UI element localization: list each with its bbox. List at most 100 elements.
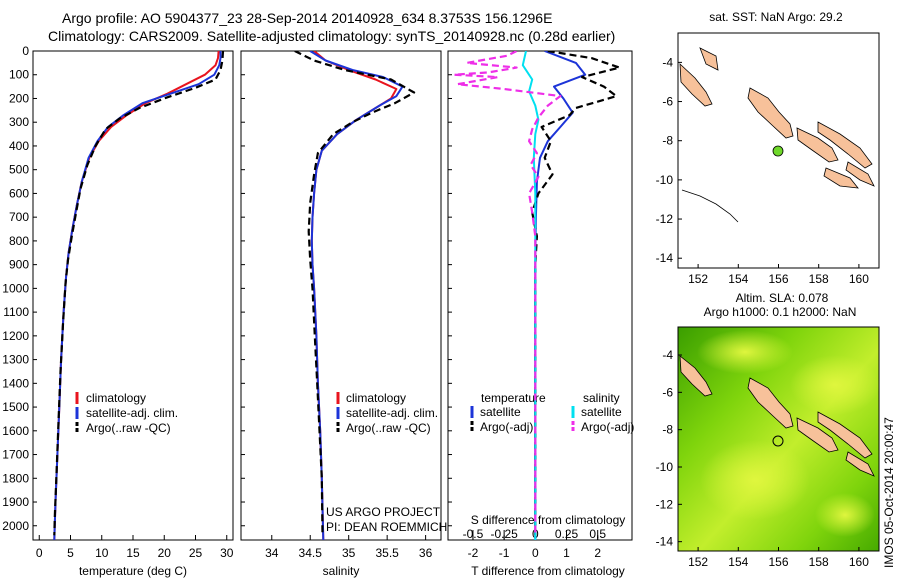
legend-label-argo: Argo(..raw -QC) (346, 421, 431, 435)
x-tick-label: 25 (189, 546, 203, 560)
panel-temperature (32, 50, 234, 541)
y-tick-label: 1900 (2, 495, 29, 509)
y-tick-label: 1500 (2, 400, 29, 414)
y-tick-label: 2000 (2, 519, 29, 533)
y-tick-label: 1300 (2, 353, 29, 367)
map-y-tick-label: -8 (662, 134, 673, 148)
x-tick-label: 35 (342, 546, 356, 560)
map-x-tick-label: 156 (768, 555, 788, 569)
y-tick-label: 800 (9, 234, 29, 248)
y-tick-label: 900 (9, 258, 29, 272)
argo-marker-sla (772, 435, 784, 447)
x-tick-label: -1 (499, 546, 510, 560)
legend-label-temp-satellite: satellite (480, 405, 521, 419)
map-sst-land-new-ireland (679, 63, 713, 107)
legend-temperature: climatology satellite-adj. clim. Argo(..… (75, 391, 178, 435)
legend-salinity: climatology satellite-adj. clim. Argo(..… (336, 391, 438, 435)
x-tick-label: 2 (594, 546, 601, 560)
series-line-argo-raw-qc- (294, 51, 416, 536)
map-sla-land-new-ireland (679, 355, 713, 397)
y-tick-label: 1000 (2, 281, 29, 295)
x-tick-label: 20 (158, 546, 172, 560)
series-group (53, 51, 225, 540)
map-sst-land-choiseul (796, 127, 839, 163)
map-sla-title-line1: Altim. SLA: 0.078 (736, 291, 829, 305)
map-x-tick-label: 158 (809, 272, 829, 286)
top-tick-label: -0.25 (490, 527, 518, 541)
y-tick-label: 200 (9, 91, 29, 105)
x-tick-label: 0 (532, 546, 539, 560)
x-tick-label: 35.5 (375, 546, 399, 560)
top-tick-label: -0.5 (463, 527, 484, 541)
footer-stamp: IMOS 05-Oct-2014 20:00:47 (882, 417, 896, 568)
legend-difference: temperature salinity satellite Argo(-adj… (470, 391, 634, 434)
map-x-tick-label: 156 (768, 272, 788, 286)
y-tick-label: 700 (9, 210, 29, 224)
series-line-satellite-adj-clim- (53, 51, 222, 540)
legend-label-sal-satellite: satellite (581, 405, 622, 419)
x-tick-label: 5 (67, 546, 74, 560)
map-sst-contour (681, 189, 739, 223)
xlabel-salinity: salinity (323, 564, 360, 578)
map-y-tick-label: -8 (662, 423, 673, 437)
legend-header-salinity: salinity (583, 391, 620, 405)
annotation-pi: PI: DEAN ROEMMICH (326, 520, 447, 534)
map-x-tick-label: 154 (728, 272, 748, 286)
x-tick-label: 1 (563, 546, 570, 560)
y-tick-label: 0 (22, 44, 29, 58)
axis-ticks: 0 5 10 15 20 25 300100200300400500600700800900… (2, 44, 869, 569)
map-sla-title-line2: Argo h1000: 0.1 h2000: NaN (704, 305, 857, 319)
map-sla-field-blob-4 (815, 493, 875, 537)
series-line-temperature-argo-adj- (531, 51, 621, 536)
top-tick-label: 0.5 (589, 527, 606, 541)
map-sla-field-blob-3 (700, 440, 810, 520)
panel-difference-frame (447, 50, 633, 541)
map-x-tick-label: 152 (688, 555, 708, 569)
xlabel-temperature: temperature (deg C) (79, 564, 187, 578)
panel-difference (447, 50, 633, 541)
y-tick-label: 1400 (2, 376, 29, 390)
map-y-tick-label: -4 (662, 348, 673, 362)
figure-title-line2: Climatology: CARS2009. Satellite-adjuste… (48, 28, 615, 44)
panel-temperature-frame (32, 50, 234, 541)
legend-label-temp-argo: Argo(-adj) (480, 420, 533, 434)
map-y-tick-label: -6 (662, 385, 673, 399)
annotation-project: US ARGO PROJECT (326, 505, 441, 519)
map-sla-land-choiseul (796, 417, 839, 453)
map-sla-land-santa-isabel (817, 411, 873, 459)
y-tick-label: 1100 (3, 305, 29, 319)
top-tick-label: 0.25 (555, 527, 579, 541)
map-x-tick-label: 160 (849, 272, 869, 286)
series-line-climatology (310, 51, 398, 540)
series-group (294, 51, 416, 540)
x-tick-label: 0 (36, 546, 43, 560)
x-tick-label: 34 (265, 546, 279, 560)
y-tick-label: 300 (9, 115, 29, 129)
legend-label-satellite-adj: satellite-adj. clim. (86, 406, 178, 420)
y-tick-label: 100 (9, 68, 29, 82)
map-x-tick-label: 154 (728, 555, 748, 569)
y-tick-label: 1800 (2, 471, 29, 485)
panel-salinity-frame (240, 50, 442, 541)
series-line-satellite-adj-clim- (309, 51, 404, 540)
map-y-tick-label: -12 (656, 212, 674, 226)
map-y-tick-label: -10 (656, 460, 674, 474)
y-tick-label: 400 (9, 139, 29, 153)
map-sst-land-guadalcanal (823, 167, 859, 189)
legend-label-argo: Argo(..raw -QC) (86, 421, 171, 435)
y-tick-label: 1600 (2, 424, 29, 438)
map-y-tick-label: -12 (656, 497, 674, 511)
map-y-tick-label: -14 (656, 251, 674, 265)
y-tick-label: 600 (9, 186, 29, 200)
x-tick-label: 34.5 (299, 546, 323, 560)
legend-label-sal-argo: Argo(-adj) (581, 420, 634, 434)
legend-label-climatology: climatology (86, 391, 146, 405)
top-axis-label-difference: S difference from climatology (471, 513, 626, 527)
map-sla-land-bougainville (747, 377, 794, 429)
x-tick-label: 36 (419, 546, 433, 560)
legend-label-climatology: climatology (346, 391, 406, 405)
series-group (453, 51, 621, 540)
map-sla (677, 326, 880, 552)
xlabel-difference: T difference from climatology (471, 564, 625, 578)
